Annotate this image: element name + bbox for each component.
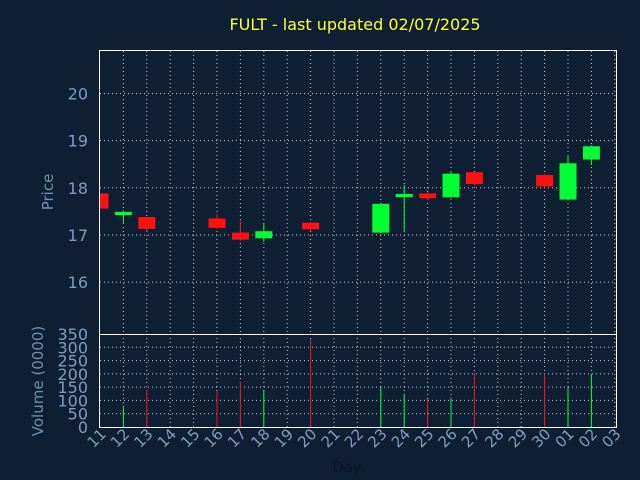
price-axis-ticks: 16 17 18 19 20: [68, 84, 88, 292]
day-axis-label: Day: [332, 458, 362, 476]
volume-tick-label: 250: [57, 352, 88, 371]
candle-body: [442, 173, 460, 198]
chart-title: FULT - last updated 02/07/2025: [229, 15, 480, 34]
volume-tick-label: 300: [57, 338, 88, 357]
candle-body: [395, 193, 413, 198]
volume-tick-label: 100: [57, 391, 88, 410]
volume-tick-label: 200: [57, 365, 88, 384]
price-tick-label: 16: [68, 273, 88, 292]
price-tick-label: 17: [68, 226, 88, 245]
candle-body: [302, 222, 320, 230]
candle-body: [231, 232, 249, 240]
volume-axis-label: Volume (0000): [29, 326, 47, 436]
candle-body: [255, 231, 273, 239]
candle-body: [100, 193, 109, 209]
volume-panel-frame: [99, 334, 617, 428]
price-axis-label: Price: [39, 174, 57, 211]
candle-body: [536, 175, 554, 187]
candle-body: [372, 203, 390, 233]
volume-tick-label: 150: [57, 378, 88, 397]
candle-body: [582, 146, 600, 160]
candle-body: [419, 193, 437, 199]
candle-body: [208, 218, 226, 228]
candle-body: [465, 172, 483, 185]
candle-body: [138, 217, 156, 229]
candle-body: [114, 211, 132, 216]
day-axis-ticks: 1112131415161718192021222324252627282930…: [84, 425, 625, 451]
volume-tick-label: 0: [78, 418, 88, 437]
volume-tick-label: 50: [68, 405, 88, 424]
price-tick-label: 18: [68, 179, 88, 198]
candle-body: [559, 163, 577, 200]
price-tick-label: 19: [68, 132, 88, 151]
price-tick-label: 20: [68, 84, 88, 103]
volume-tick-label: 350: [57, 325, 88, 344]
volume-bars: [122, 339, 592, 427]
price-candles: [99, 145, 600, 243]
